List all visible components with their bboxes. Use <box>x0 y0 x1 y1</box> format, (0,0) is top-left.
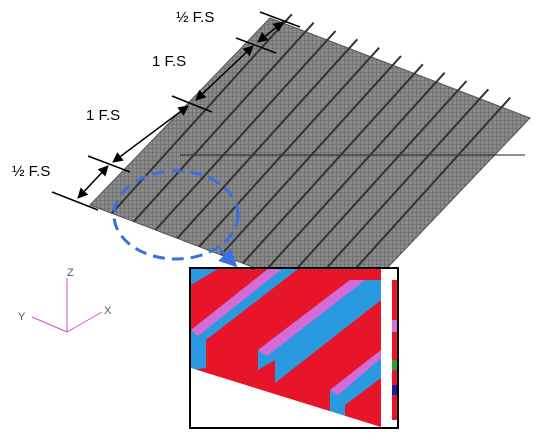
figure: ½ F.S 1 F.S 1 F.S ½ F.S Z X Y <box>0 0 537 433</box>
axis-label: Y <box>18 311 26 323</box>
axis-triad <box>32 278 102 332</box>
dimension-label: 1 F.S <box>86 107 120 124</box>
axis-label: Z <box>67 267 74 279</box>
inset <box>190 268 398 428</box>
axis-label: X <box>104 305 112 317</box>
dimension-label: 1 F.S <box>152 53 186 70</box>
dimension-label: ½ F.S <box>176 9 214 26</box>
dimension-label: ½ F.S <box>12 163 50 180</box>
